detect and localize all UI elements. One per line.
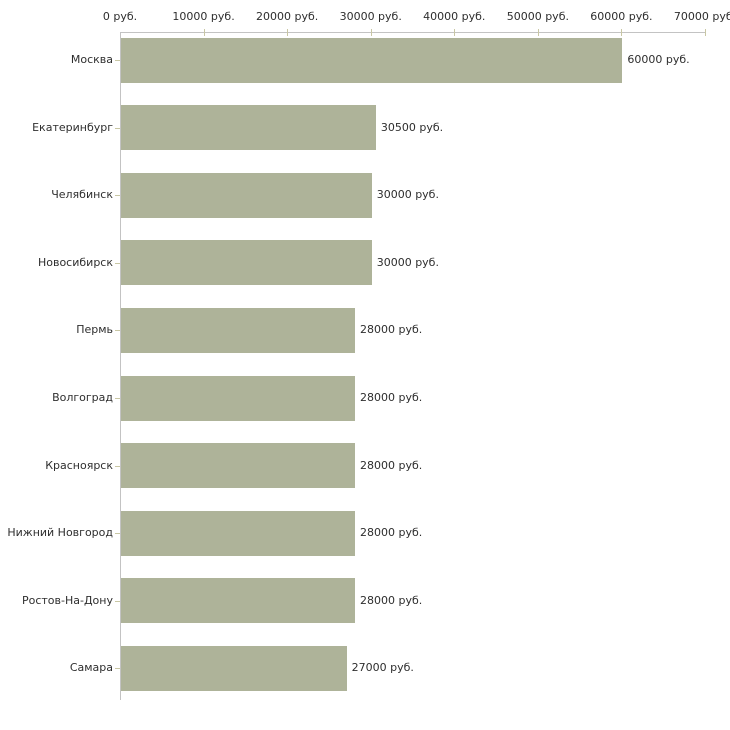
x-axis-tick	[537, 29, 539, 36]
value-label: 28000 руб.	[360, 458, 423, 472]
value-label: 30500 руб.	[380, 120, 444, 134]
category-label: Волгоград	[52, 391, 113, 404]
bar	[121, 645, 347, 691]
category-label: Нижний Новгород	[7, 526, 113, 540]
category-tick	[115, 262, 120, 264]
x-axis: 0 руб. 10000 руб. 20000 руб. 30000 руб. 4000…	[0, 0, 730, 32]
x-axis-tick	[370, 29, 372, 36]
bar	[121, 307, 355, 353]
x-axis-tick	[287, 29, 289, 36]
value-label: 30000 руб.	[376, 255, 439, 269]
category-label: Челябинск	[51, 188, 113, 202]
x-axis-tick-label: 0 руб.	[102, 10, 138, 23]
category-tick	[115, 330, 120, 332]
value-label: 28000 руб.	[360, 593, 423, 607]
x-axis-tick	[621, 29, 623, 36]
x-axis-tick	[203, 29, 205, 36]
category-label: Пермь	[76, 323, 113, 337]
category-tick	[115, 195, 120, 197]
bar	[121, 443, 355, 489]
value-label: 30000 руб.	[376, 188, 439, 202]
value-label: 28000 руб.	[360, 323, 423, 337]
category-label: Самара	[69, 661, 113, 675]
x-axis-tick-label: 30000 руб.	[339, 10, 402, 23]
value-label: 27000 руб.	[351, 661, 414, 675]
category-tick	[115, 533, 120, 535]
plot-area: 60000 руб. 30500 руб. 30000 руб. 30000 руб.…	[120, 29, 706, 700]
bar	[121, 375, 355, 421]
category-label: Красноярск	[45, 458, 113, 472]
bar	[121, 37, 623, 83]
y-axis-line	[120, 32, 121, 700]
x-axis-tick-label: 70000 руб.	[673, 10, 730, 23]
x-axis-line	[120, 32, 706, 33]
x-axis-tick	[454, 29, 456, 36]
category-tick	[115, 465, 120, 467]
x-axis-tick-label: 60000 руб.	[590, 10, 653, 23]
value-label: 28000 руб.	[360, 391, 423, 404]
value-label: 60000 руб.	[627, 53, 690, 66]
category-tick	[115, 60, 120, 61]
x-axis-tick	[705, 29, 706, 36]
bar	[121, 510, 355, 556]
bar	[121, 240, 372, 286]
x-axis-tick-label: 10000 руб.	[172, 10, 235, 23]
category-tick	[115, 398, 120, 399]
x-axis-tick-label: 40000 руб.	[423, 10, 486, 23]
category-label: Новосибирск	[37, 255, 113, 269]
x-axis-tick-label: 20000 руб.	[256, 10, 319, 23]
category-label: Москва	[70, 53, 113, 66]
category-tick	[115, 668, 120, 670]
bar	[121, 105, 376, 151]
x-axis-tick-label: 50000 руб.	[506, 10, 569, 23]
category-label: Ростов-На-Дону	[21, 593, 113, 607]
category-tick	[115, 127, 120, 129]
value-label: 28000 руб.	[360, 526, 423, 540]
bar	[121, 578, 355, 624]
category-label: Екатеринбург	[32, 120, 113, 134]
category-tick	[115, 600, 120, 602]
bar	[121, 172, 372, 218]
